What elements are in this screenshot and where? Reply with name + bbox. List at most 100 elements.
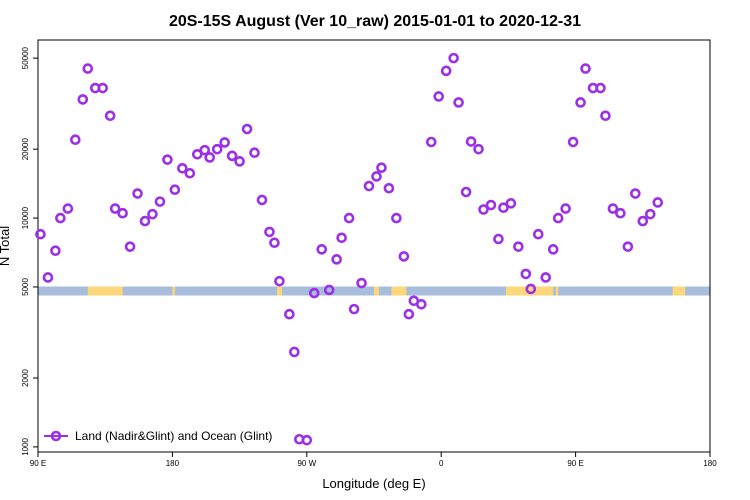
data-point (498, 202, 509, 213)
data-point (35, 228, 46, 240)
data-point (331, 254, 342, 265)
data-point (147, 208, 158, 220)
band-land-segment (672, 286, 686, 296)
data-point (77, 94, 89, 105)
data-point (249, 147, 260, 159)
data-point (169, 184, 181, 196)
data-point (124, 241, 136, 252)
legend-label: Land (Nadir&Glint) and Ocean (Glint) (75, 429, 272, 443)
data-point (485, 199, 497, 211)
band-land-segment (172, 286, 175, 296)
x-tick-label: 90 E (30, 459, 46, 468)
data-point (478, 204, 489, 215)
x-tick-label: 90 E (567, 459, 583, 468)
data-coverage-band (38, 286, 710, 296)
data-point (139, 215, 151, 227)
data-point (493, 233, 504, 245)
band-land-segment (276, 286, 282, 296)
data-point (234, 156, 245, 167)
data-point (600, 110, 611, 122)
y-axis: 1000 2000 5000 10000 20000 50000 (21, 46, 38, 456)
y-tick-label: 10000 (21, 206, 30, 229)
data-point (256, 194, 268, 206)
data-point (398, 251, 410, 262)
data-points (35, 52, 664, 446)
data-point (70, 134, 81, 146)
data-point (336, 232, 347, 244)
data-point (177, 163, 188, 174)
data-point (532, 228, 544, 240)
data-point (264, 226, 275, 238)
data-point (644, 208, 656, 220)
data-point (241, 123, 253, 135)
data-point (415, 298, 427, 310)
data-point (42, 272, 54, 283)
data-point (465, 136, 477, 147)
data-point (473, 143, 484, 155)
data-point (505, 198, 517, 209)
data-point (363, 180, 375, 192)
band-land-segment (374, 286, 379, 296)
data-point (403, 308, 415, 320)
band-land-segment (87, 286, 123, 296)
data-point (211, 143, 223, 155)
data-point (109, 203, 121, 214)
data-point (316, 244, 328, 255)
data-point (547, 244, 559, 255)
data-point (343, 212, 355, 224)
band-land-segment (555, 286, 559, 296)
data-point (97, 82, 109, 94)
data-point (117, 207, 128, 219)
data-point (301, 434, 313, 446)
data-point (520, 268, 532, 280)
y-tick-label: 50000 (21, 46, 30, 69)
data-point (453, 97, 464, 108)
data-point (308, 287, 320, 299)
data-point (383, 182, 395, 194)
legend-marker (50, 430, 62, 442)
data-point (607, 203, 619, 214)
data-point (323, 284, 335, 296)
data-point (622, 241, 634, 252)
data-point (348, 303, 360, 315)
data-point (62, 203, 74, 214)
data-point (580, 63, 591, 74)
data-point (595, 82, 606, 94)
data-point (184, 167, 196, 179)
data-point (391, 212, 402, 224)
data-point (371, 171, 382, 182)
data-point (191, 148, 203, 160)
data-point (274, 275, 285, 287)
x-axis: 90 E 180 90 W 0 90 E 180 (30, 452, 717, 468)
data-point (376, 162, 387, 173)
data-point (104, 110, 116, 122)
data-point (82, 63, 94, 74)
band-land-segment (505, 286, 554, 296)
x-tick-label: 180 (703, 459, 717, 468)
data-point (560, 203, 571, 214)
x-tick-label: 0 (439, 459, 444, 468)
data-point (440, 65, 452, 77)
data-point (199, 144, 211, 156)
data-point (460, 186, 472, 198)
data-point (132, 188, 143, 199)
data-point (356, 277, 367, 289)
y-tick-label: 1000 (21, 437, 30, 455)
data-point (552, 212, 564, 224)
data-point (513, 241, 524, 252)
data-point (219, 137, 230, 148)
data-point (575, 97, 586, 108)
data-point (567, 136, 579, 148)
data-point (433, 91, 445, 102)
legend: Land (Nadir&Glint) and Ocean (Glint) (44, 429, 272, 443)
data-point (637, 215, 649, 227)
data-point (615, 207, 626, 219)
data-point (50, 245, 61, 257)
chart-title: 20S-15S August (Ver 10_raw) 2015-01-01 t… (169, 13, 581, 30)
data-point (540, 272, 552, 283)
data-point (448, 52, 459, 64)
data-point (652, 197, 664, 208)
x-axis-label: Longitude (deg E) (322, 476, 425, 491)
x-tick-label: 180 (166, 459, 180, 468)
